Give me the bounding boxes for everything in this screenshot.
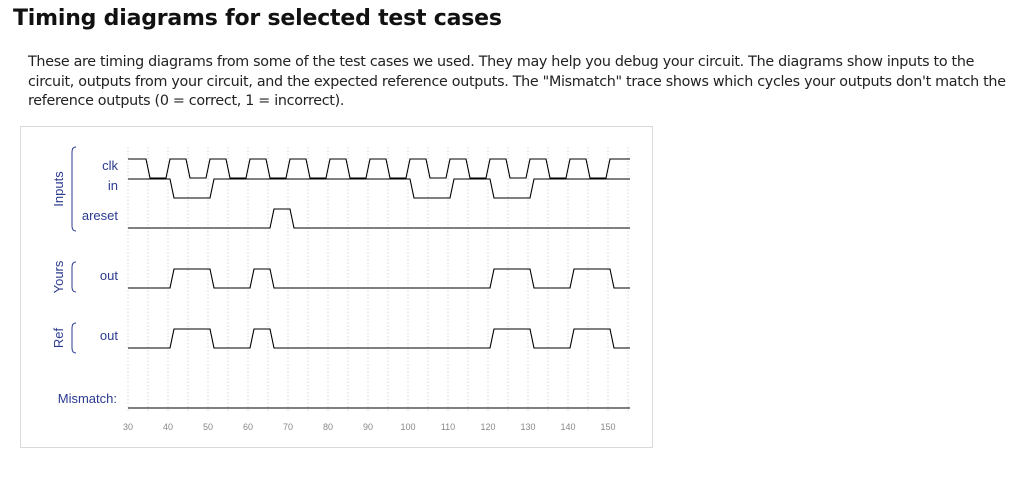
- tick-label: 110: [441, 422, 455, 432]
- signal-label-in: in: [108, 178, 118, 193]
- group-brace-ref: [71, 322, 77, 354]
- tick-label: 70: [283, 422, 293, 432]
- tick-label: 90: [363, 422, 373, 432]
- timing-diagram: Inputs Yours Ref clk in areset out out Mismatch…: [51, 146, 630, 432]
- tick-label: 150: [600, 422, 615, 432]
- tick-label: 140: [560, 422, 575, 432]
- group-label-yours: Yours: [51, 260, 66, 293]
- mismatch-label: Mismatch:: [58, 391, 117, 406]
- group-label-ref: Ref: [51, 327, 66, 348]
- tick-label: 50: [203, 422, 213, 432]
- signal-label-clk: clk: [102, 158, 118, 173]
- tick-label: 100: [400, 422, 415, 432]
- tick-label: 60: [243, 422, 253, 432]
- waveform-clk: [128, 158, 630, 179]
- group-brace-yours: [71, 261, 77, 293]
- group-label-inputs: Inputs: [51, 171, 66, 207]
- waveform-areset: [128, 208, 630, 229]
- waveforms: [128, 158, 630, 409]
- grid-lines: [127, 147, 629, 413]
- page-description: These are timing diagrams from some of t…: [28, 54, 1006, 109]
- waveform-in: [128, 178, 630, 199]
- time-axis: 30 40 50 60 70 80 90 100 110 120 130 140 150: [123, 422, 616, 432]
- page-title: Timing diagrams for selected test cases: [13, 6, 502, 31]
- group-braces: Inputs Yours Ref: [51, 146, 77, 354]
- signal-labels: clk in areset out out Mismatch:: [58, 158, 119, 406]
- signal-label-ref-out: out: [100, 328, 118, 343]
- waveform-ref-out: [128, 328, 630, 349]
- group-brace-inputs: [71, 146, 77, 232]
- tick-label: 30: [123, 422, 133, 432]
- waveform-yours-out: [128, 268, 630, 289]
- tick-label: 120: [480, 422, 495, 432]
- signal-label-yours-out: out: [100, 268, 118, 283]
- tick-label: 130: [520, 422, 535, 432]
- tick-label: 40: [163, 422, 173, 432]
- signal-label-areset: areset: [82, 208, 119, 223]
- timing-diagram-panel: Inputs Yours Ref clk in areset out out Mismatch…: [20, 126, 653, 448]
- tick-label: 80: [323, 422, 333, 432]
